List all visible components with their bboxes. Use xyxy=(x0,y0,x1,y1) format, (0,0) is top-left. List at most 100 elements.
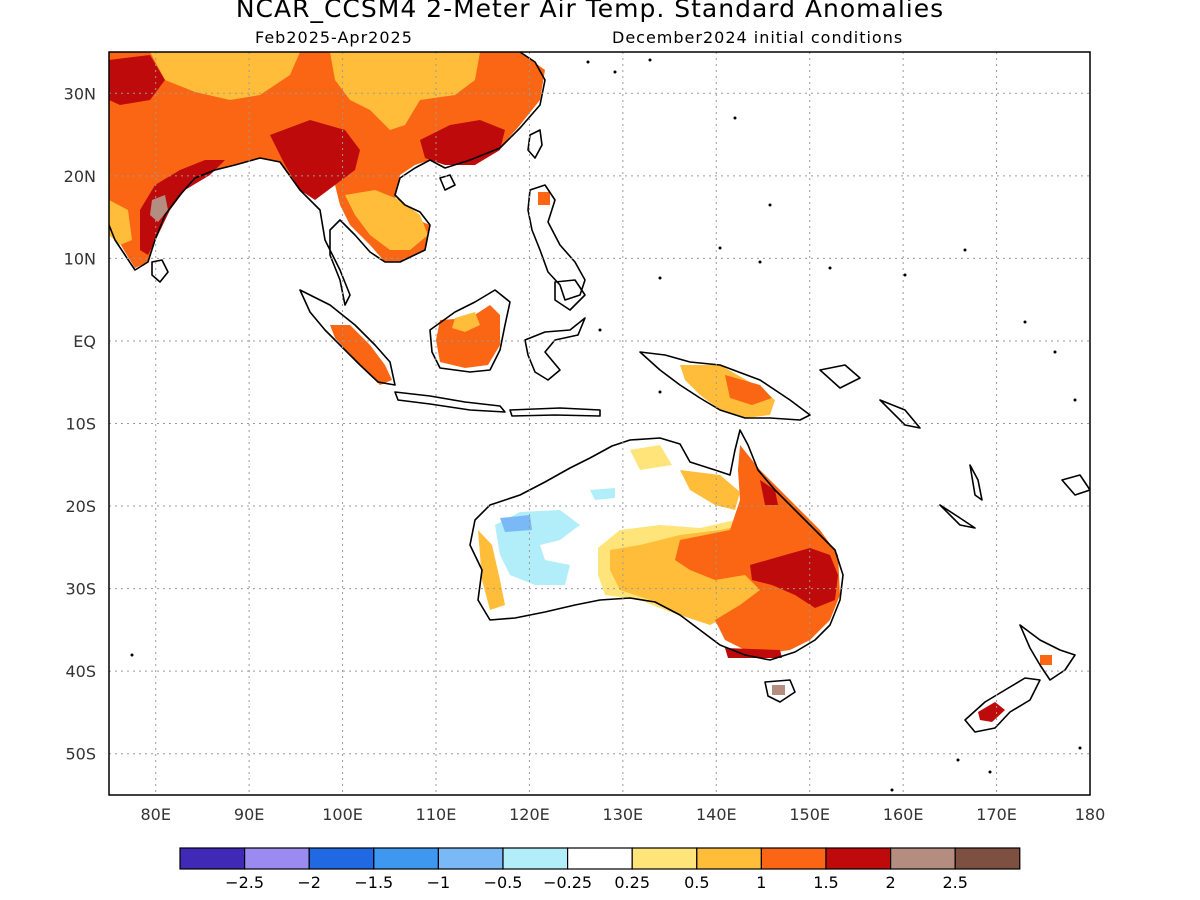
tasmania-anomaly xyxy=(772,685,785,695)
latitude-label: 30S xyxy=(65,580,96,599)
colorbar-swatch xyxy=(179,847,246,870)
island-dot xyxy=(130,653,134,657)
latitude-label: 30N xyxy=(64,84,96,103)
australia-red-core xyxy=(750,548,838,608)
mindanao-coast xyxy=(554,279,586,311)
island-dot xyxy=(956,758,960,762)
java-coast xyxy=(394,391,506,413)
island-dot xyxy=(988,770,992,774)
colorbar-label: 0.5 xyxy=(684,873,709,892)
india-brown-patch xyxy=(150,195,168,222)
sumatra-coast xyxy=(299,289,396,386)
colorbar-swatch xyxy=(437,847,504,870)
new-guinea-orange xyxy=(725,375,772,405)
asia-coastline xyxy=(109,52,546,306)
australia-red-north xyxy=(760,480,778,505)
colorbar-swatch xyxy=(373,847,439,870)
indochina-light-patch xyxy=(345,190,428,250)
australia-coastline xyxy=(469,429,844,661)
island-dot xyxy=(648,58,652,62)
colorbar-label: −1.5 xyxy=(354,873,393,892)
borneo-anomaly xyxy=(436,305,500,368)
island-dot xyxy=(828,266,832,270)
initial-conditions: December2024 initial conditions xyxy=(612,28,904,47)
india-west-red xyxy=(109,55,165,105)
colorbar-label: −2.5 xyxy=(225,873,264,892)
australia-blue-patch xyxy=(500,515,532,532)
south-india-light xyxy=(109,200,132,245)
island-dot xyxy=(718,246,722,250)
india-red-patch xyxy=(140,160,225,255)
island-dot xyxy=(1053,350,1057,354)
colorbar-swatch xyxy=(954,847,1021,870)
asia-light-patch-tibet xyxy=(330,52,480,130)
sri-lanka-coast xyxy=(151,259,169,283)
island-dot xyxy=(1073,398,1077,402)
colorbar-label: −0.5 xyxy=(484,873,523,892)
colorbar-label: −0.25 xyxy=(543,873,592,892)
latitude-label: 10S xyxy=(65,415,96,434)
island-dot xyxy=(733,116,737,120)
fiji-coast xyxy=(1061,474,1090,496)
longitude-label: 110E xyxy=(416,805,457,824)
colorbar-label: 2.5 xyxy=(942,873,967,892)
island-dot xyxy=(890,788,894,792)
vanuatu-coast xyxy=(969,464,983,501)
australia-south-red xyxy=(725,648,782,658)
lesser-sunda-coast xyxy=(509,407,601,417)
longitude-label: 170E xyxy=(976,805,1017,824)
australia-north-yellow xyxy=(630,445,672,470)
colorbar xyxy=(179,847,1021,870)
colorbar-labels: −2.5 −2 −1.5 −1 −0.5 −0.25 0.25 0.5 1 1.5 2 2.5 xyxy=(225,873,968,892)
longitude-label: 180 xyxy=(1075,805,1106,824)
sulawesi-coast xyxy=(524,317,586,381)
latitude-labels: 30N 20N 10N EQ 10S 20S 30S 40S 50S xyxy=(64,84,96,763)
new-britain-coast xyxy=(819,364,861,389)
island-dot xyxy=(1078,746,1082,750)
longitude-label: 80E xyxy=(140,805,170,824)
island-dot xyxy=(1023,320,1027,324)
longitude-label: 90E xyxy=(234,805,264,824)
colorbar-swatch xyxy=(566,847,633,870)
sumatra-anomaly xyxy=(330,325,392,385)
latitude-label: 10N xyxy=(64,249,96,268)
australia-west-coast-warm xyxy=(478,530,505,610)
philippines-anomaly xyxy=(538,192,550,205)
colorbar-swatch xyxy=(631,847,698,870)
new-caledonia-coast xyxy=(939,504,976,529)
new-zealand-north-anomaly xyxy=(1040,655,1052,665)
colorbar-label: −1 xyxy=(427,873,451,892)
island-dot xyxy=(586,60,590,64)
island-dot xyxy=(758,260,762,264)
colorbar-label: 2 xyxy=(886,873,896,892)
latitude-label: 20N xyxy=(64,167,96,186)
island-dot xyxy=(613,70,617,74)
longitude-label: 130E xyxy=(603,805,644,824)
colorbar-swatch xyxy=(244,847,310,870)
asia-light-patch-north xyxy=(150,52,300,100)
colorbar-swatch xyxy=(502,847,569,870)
island-dots xyxy=(130,58,1082,792)
longitude-label: 160E xyxy=(883,805,924,824)
borneo-light xyxy=(452,312,480,332)
borneo-coast xyxy=(429,289,511,373)
longitude-labels: 80E 90E 100E 110E 120E 130E 140E 150E 160E 170E 18… xyxy=(140,805,1105,824)
colorbar-swatch xyxy=(889,847,956,870)
australia-small-cool-1 xyxy=(590,488,615,500)
colorbar-swatch xyxy=(760,847,827,870)
colorbar-label: 0.25 xyxy=(614,873,650,892)
taiwan-coast xyxy=(527,129,543,159)
hainan-coast xyxy=(439,174,456,191)
map-title: NCAR_CCSM4 2-Meter Air Temp. Standard An… xyxy=(235,0,945,23)
colorbar-swatch xyxy=(696,847,762,870)
island-dot xyxy=(963,248,967,252)
longitude-label: 140E xyxy=(696,805,737,824)
colorbar-swatch xyxy=(825,847,892,870)
map-grid xyxy=(109,52,1090,795)
new-zealand-south-anomaly xyxy=(978,702,1005,722)
longitude-label: 100E xyxy=(322,805,363,824)
latitude-label: 50S xyxy=(65,745,96,764)
island-dot xyxy=(598,328,602,332)
colorbar-label: −2 xyxy=(297,873,321,892)
